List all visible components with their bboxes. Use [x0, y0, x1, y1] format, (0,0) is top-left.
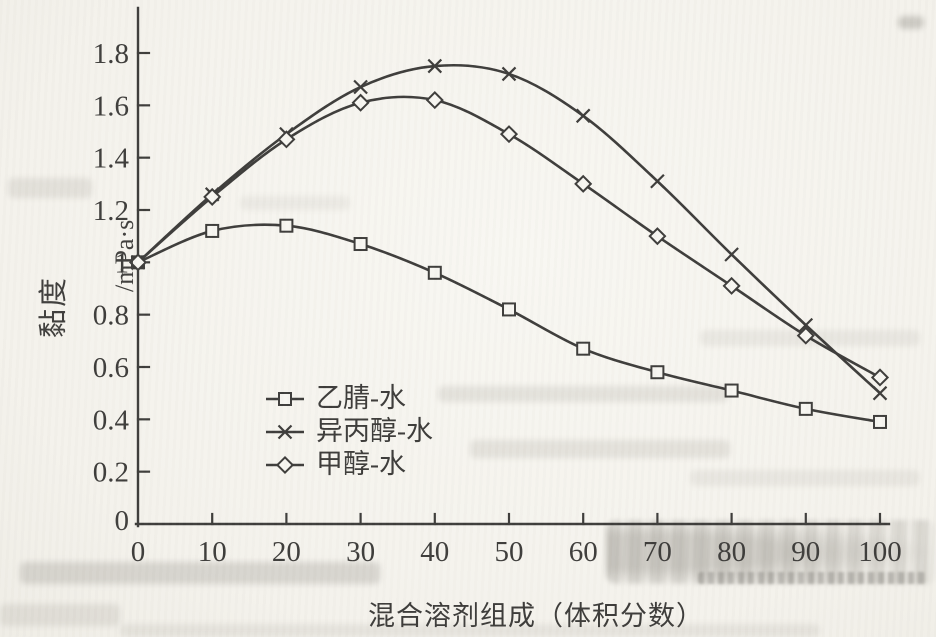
legend-item-methanol-water: 甲醇-水 [262, 450, 433, 479]
diamond-marker [722, 276, 741, 295]
square-marker [798, 401, 813, 416]
square-marker [279, 218, 294, 233]
series-markers-isopropanol-water [130, 58, 888, 401]
x-marker [427, 58, 443, 74]
square-marker [427, 265, 442, 280]
x-tick-label: 100 [858, 536, 902, 568]
diamond-marker [870, 368, 890, 387]
y-tick-label: 0.4 [93, 404, 130, 436]
diamond-marker [425, 91, 444, 110]
y-tick-label: 0.6 [93, 352, 129, 384]
square-marker [576, 341, 591, 356]
square-marker [724, 383, 739, 398]
diamond-marker [796, 326, 815, 345]
x-marker [872, 385, 888, 401]
x-tick-label: 60 [569, 536, 598, 568]
legend-label: 异丙醇-水 [316, 416, 433, 446]
y-tick-label: 1 [115, 247, 130, 279]
square-marker [873, 414, 887, 429]
diamond-marker [203, 187, 222, 206]
y-axis-label: 黏度 [38, 275, 70, 338]
y-tick-label: 0 [115, 505, 130, 537]
square-marker-icon [266, 391, 304, 406]
y-axis-unit-label: /mPa·s [110, 219, 139, 292]
x-marker-icon [266, 424, 304, 439]
x-tick-label: 50 [495, 536, 524, 568]
diamond-marker [574, 174, 593, 193]
series-markers-acetonitrile-water [131, 218, 887, 429]
diamond-marker [275, 455, 295, 474]
square-marker [650, 365, 665, 380]
series-curve-acetonitrile-water [137, 223, 881, 424]
diamond-marker [128, 253, 148, 272]
x-marker [277, 424, 293, 439]
square-marker [502, 302, 516, 317]
x-tick-label: 40 [420, 536, 449, 568]
square-marker [278, 391, 292, 406]
x-axis-title: 混合溶剂组成（体积分数） [368, 601, 704, 631]
y-tick-label: 0.8 [93, 300, 129, 332]
series-curve-isopropanol-water [137, 63, 881, 395]
diamond-marker-icon [266, 455, 304, 474]
x-tick-label: 80 [717, 536, 746, 568]
legend-item-isopropanol-water: 异丙醇-水 [262, 417, 433, 446]
square-marker [353, 237, 368, 252]
series-markers-methanol-water [128, 91, 890, 387]
legend-label: 甲醇-水 [316, 449, 406, 479]
diamond-marker [277, 130, 296, 149]
x-tick-label: 70 [643, 536, 672, 568]
y-tick-label: 1.4 [93, 143, 130, 175]
y-tick-label: 1.6 [93, 90, 129, 122]
x-marker [650, 173, 665, 189]
diamond-marker [499, 125, 519, 144]
x-tick-label: 30 [346, 536, 375, 568]
y-tick-label: 0.2 [93, 457, 129, 489]
x-marker [501, 66, 517, 82]
x-tick-label: 10 [198, 536, 227, 568]
x-marker [724, 247, 739, 262]
y-tick-label: 1.8 [93, 38, 129, 70]
diamond-marker [351, 93, 370, 112]
x-marker [575, 108, 591, 124]
x-tick-label: 20 [272, 536, 301, 568]
legend-item-acetonitrile-water: 乙腈-水 [262, 384, 433, 413]
x-marker [353, 79, 368, 95]
x-tick-label: 0 [131, 536, 146, 568]
diamond-marker [648, 227, 667, 246]
chart-legend: 乙腈-水 异丙醇-水 甲醇-水 [262, 384, 433, 483]
x-marker [798, 317, 814, 333]
square-marker [205, 223, 220, 238]
legend-label: 乙腈-水 [316, 383, 406, 413]
y-tick-label: 1.2 [93, 195, 129, 227]
x-tick-label: 90 [791, 536, 820, 568]
